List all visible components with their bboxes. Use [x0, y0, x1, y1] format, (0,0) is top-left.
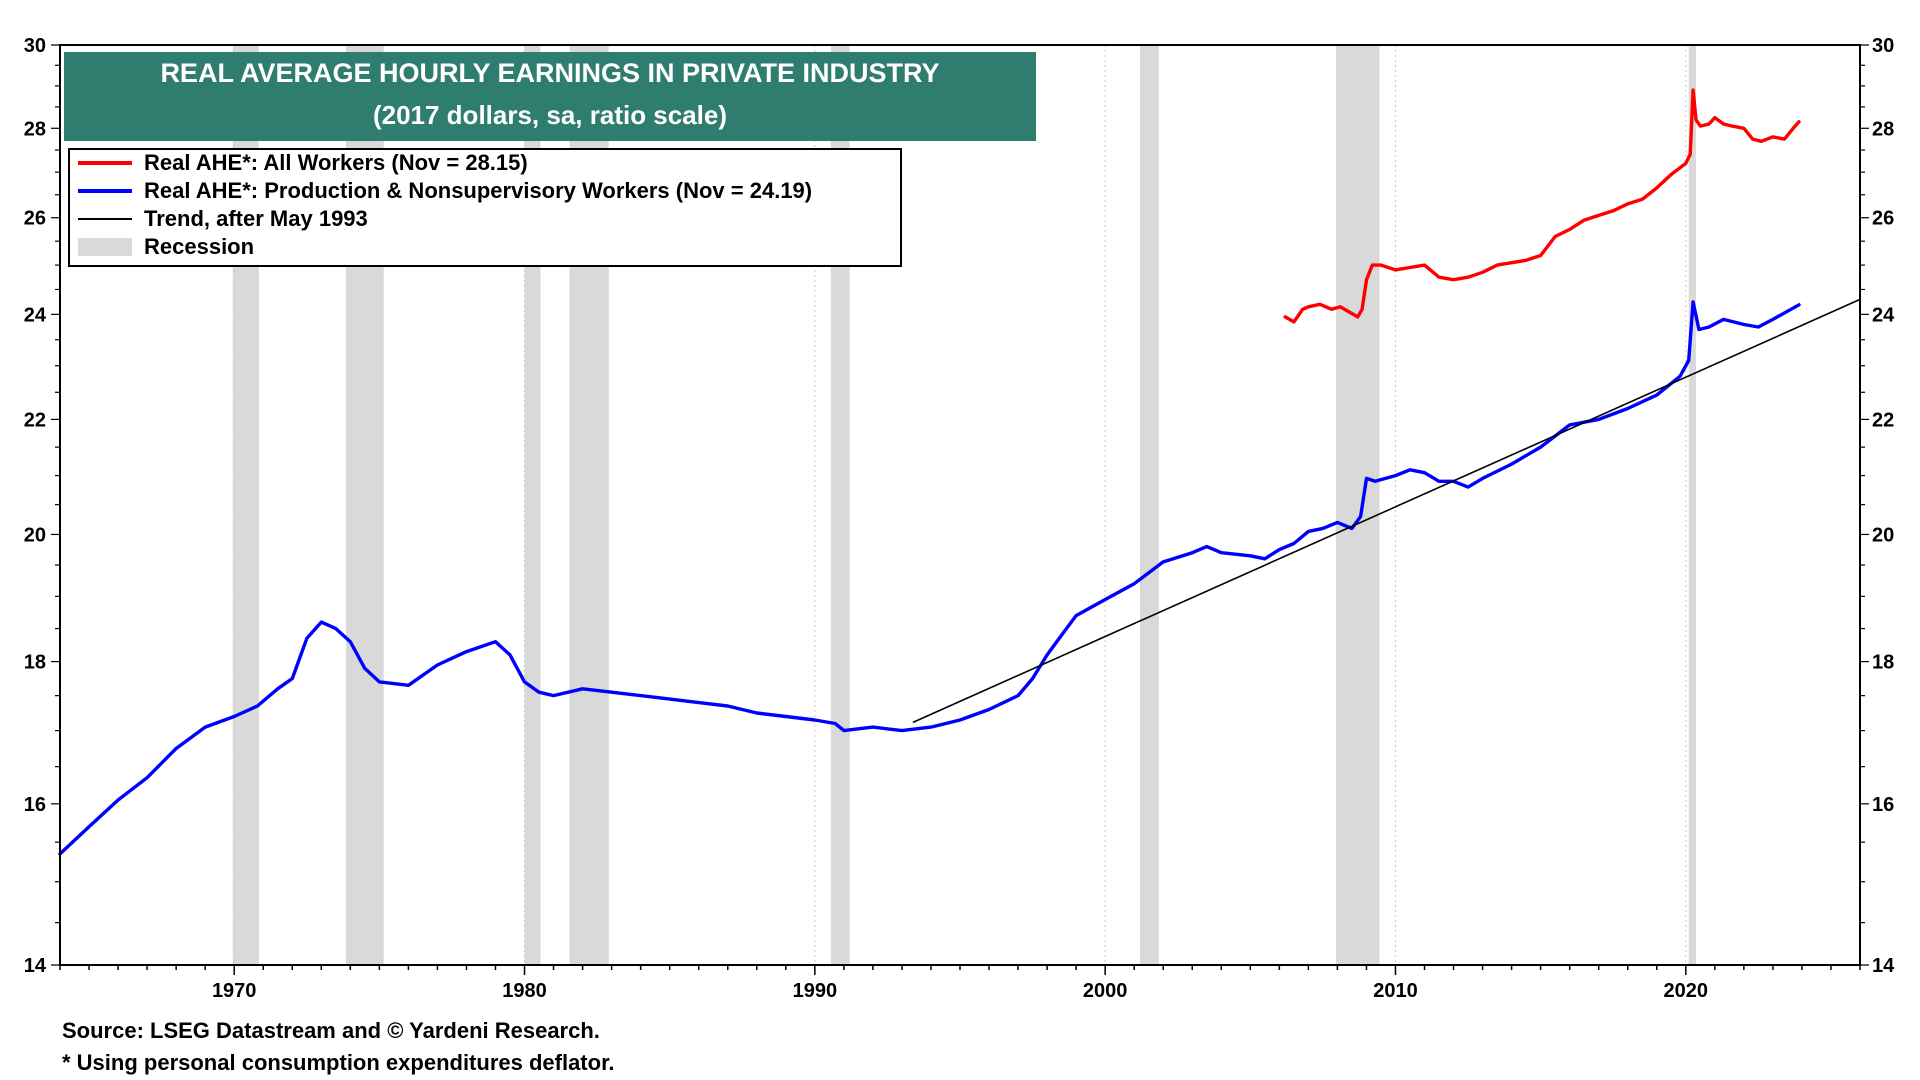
x-tick-label-2010: 2010 [1373, 980, 1418, 1002]
recession-band-6 [1335, 45, 1380, 965]
y-tick-label-left-30: 30 [24, 35, 46, 57]
legend-label-production-workers: Real AHE*: Production & Nonsupervisory W… [144, 178, 813, 203]
legend: Real AHE*: All Workers (Nov = 28.15) Rea… [68, 148, 902, 267]
y-tick-label-left-16: 16 [24, 794, 46, 816]
deflator-note: * Using personal consumption expenditure… [62, 1050, 615, 1075]
legend-swatch-recession [78, 238, 132, 256]
legend-item-all-workers: Real AHE*: All Workers (Nov = 28.15) [78, 150, 528, 176]
legend-label-recession: Recession [144, 234, 255, 259]
y-tick-label-left-24: 24 [24, 304, 47, 326]
y-tick-label-right-16: 16 [1872, 794, 1894, 816]
y-tick-label-left-20: 20 [24, 524, 46, 546]
recession-band-5 [1140, 45, 1159, 965]
x-tick-label-1990: 1990 [793, 980, 838, 1002]
y-tick-label-left-14: 14 [24, 955, 47, 977]
x-tick-label-2000: 2000 [1083, 980, 1128, 1002]
y-tick-label-left-22: 22 [24, 409, 46, 431]
recession-band-2 [524, 45, 541, 965]
series-line-all-workers [1283, 88, 1801, 324]
y-tick-label-right-26: 26 [1872, 208, 1894, 230]
series-lines [58, 88, 1861, 856]
y-tick-label-left-28: 28 [24, 118, 46, 140]
y-tick-label-right-18: 18 [1872, 652, 1894, 674]
series-line-production-workers [58, 300, 1801, 856]
series-line-trend [912, 298, 1861, 723]
legend-swatch-all-workers [78, 161, 132, 165]
legend-swatch-trend [78, 218, 132, 220]
y-tick-label-right-24: 24 [1872, 304, 1895, 326]
legend-item-trend: Trend, after May 1993 [78, 206, 368, 232]
x-tick-label-2020: 2020 [1664, 980, 1709, 1002]
legend-item-production-workers: Real AHE*: Production & Nonsupervisory W… [78, 178, 812, 204]
y-tick-label-left-26: 26 [24, 208, 46, 230]
y-tick-label-right-28: 28 [1872, 118, 1894, 140]
x-tick-label-1980: 1980 [502, 980, 547, 1002]
gridlines [233, 45, 1687, 965]
source-note: Source: LSEG Datastream and © Yardeni Re… [62, 1018, 600, 1043]
legend-item-recession: Recession [78, 234, 254, 260]
y-tick-label-left-18: 18 [24, 652, 46, 674]
recession-band-4 [830, 45, 850, 965]
legend-swatch-production-workers [78, 189, 132, 193]
y-tick-label-right-22: 22 [1872, 409, 1894, 431]
y-tick-label-right-14: 14 [1872, 955, 1895, 977]
chart-title-box: REAL AVERAGE HOURLY EARNINGS IN PRIVATE … [64, 52, 1036, 141]
chart-title: REAL AVERAGE HOURLY EARNINGS IN PRIVATE … [160, 58, 940, 88]
recession-band-7 [1688, 45, 1696, 965]
legend-label-all-workers: Real AHE*: All Workers (Nov = 28.15) [144, 150, 528, 175]
y-tick-label-right-30: 30 [1872, 35, 1894, 57]
x-tick-label-1970: 1970 [212, 980, 257, 1002]
legend-label-trend: Trend, after May 1993 [144, 206, 368, 231]
y-tick-label-right-20: 20 [1872, 524, 1894, 546]
chart-subtitle: (2017 dollars, sa, ratio scale) [372, 100, 728, 130]
